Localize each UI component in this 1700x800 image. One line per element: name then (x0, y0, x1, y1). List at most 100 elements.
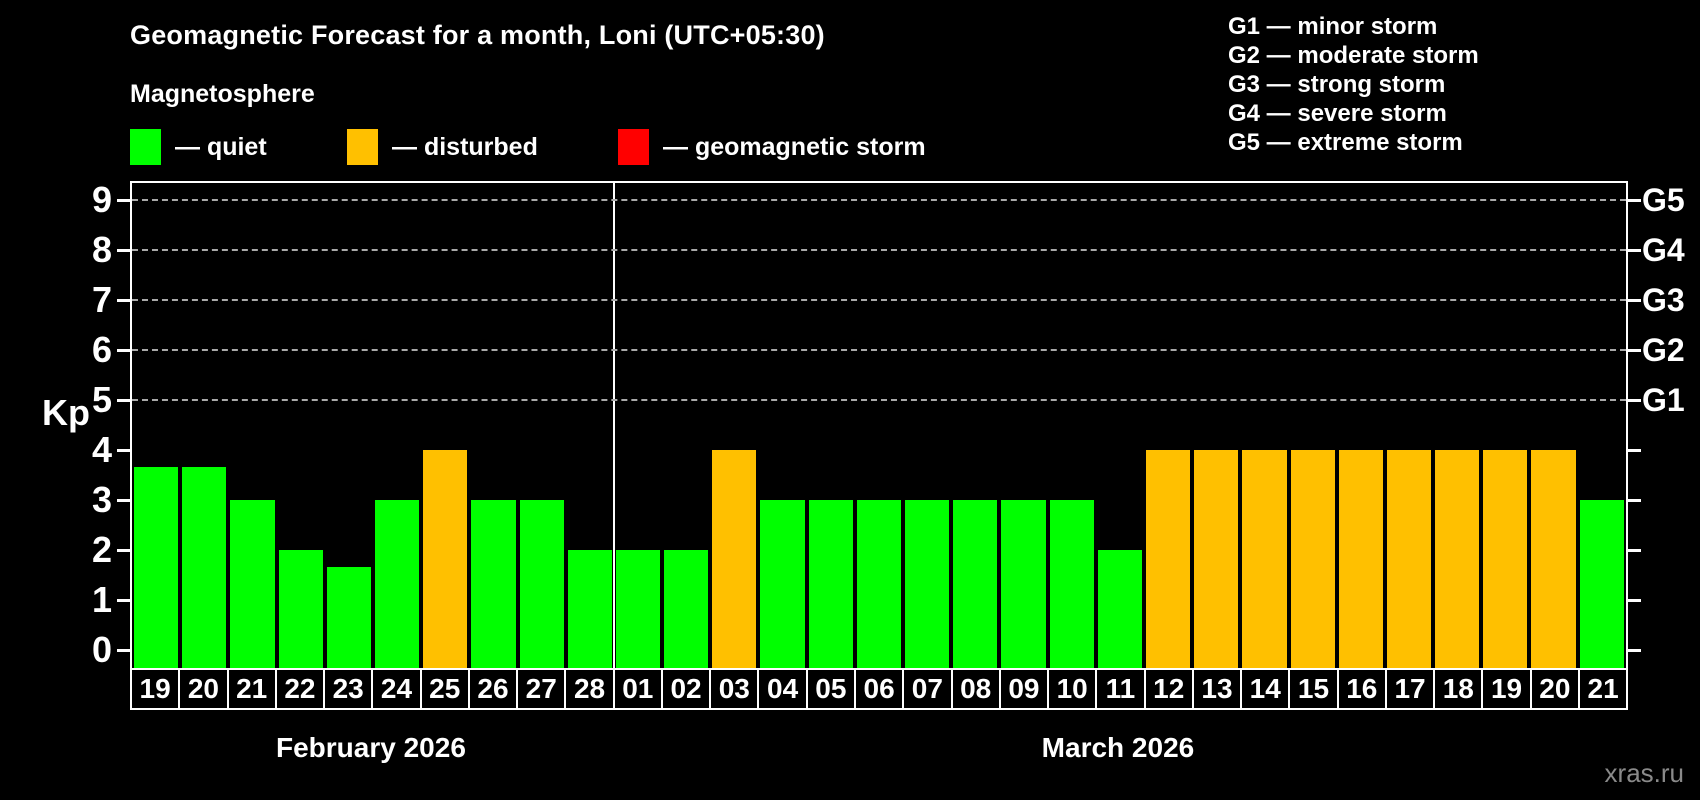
kp-bar-mar-12 (1145, 450, 1191, 668)
bar-slot-mar-03 (710, 183, 758, 668)
y-axis-title: Kp (42, 392, 90, 433)
bar-slot-feb-28 (566, 183, 614, 668)
y-tick-label-6: 6 (91, 329, 112, 370)
y-tick-left-9 (117, 199, 130, 202)
kp-bar-feb-26 (471, 500, 516, 668)
g-scale-legend: G1 — minor storm G2 — moderate storm G3 … (1228, 12, 1479, 157)
bar-slot-mar-10 (1048, 183, 1096, 668)
day-label-feb-21: 21 (226, 668, 277, 710)
kp-bar-mar-08 (953, 500, 998, 668)
day-label-mar-18: 18 (1433, 668, 1484, 710)
day-label-feb-22: 22 (274, 668, 326, 710)
y-tick-left-3 (117, 499, 130, 502)
g4-legend-line: G4 — severe storm (1228, 100, 1447, 127)
y-tick-right-4 (1628, 449, 1641, 452)
kp-bar-feb-19 (134, 466, 179, 668)
bars-container (132, 183, 1626, 668)
bar-slot-mar-12 (1144, 183, 1192, 668)
y-tick-left-1 (117, 599, 130, 602)
y-tick-left-6 (117, 349, 130, 352)
plot-inner (132, 183, 1626, 668)
kp-bar-mar-09 (1001, 500, 1046, 668)
month-separator-line (612, 183, 615, 668)
day-label-feb-25: 25 (419, 668, 470, 710)
day-label-mar-11: 11 (1095, 668, 1146, 710)
day-label-mar-07: 07 (902, 668, 953, 710)
day-label-feb-20: 20 (178, 668, 229, 710)
kp-bar-mar-13 (1194, 450, 1239, 668)
day-label-mar-10: 10 (1047, 668, 1098, 710)
day-label-mar-12: 12 (1143, 668, 1194, 710)
disturbed-color-swatch (347, 129, 378, 165)
legend-item-disturbed: — disturbed (347, 128, 538, 166)
g-scale-label-g2: G2 (1642, 332, 1685, 368)
g-scale-label-g4: G4 (1642, 232, 1685, 268)
g1-legend-line: G1 — minor storm (1228, 13, 1438, 40)
y-tick-left-2 (117, 549, 130, 552)
kp-bar-mar-06 (856, 500, 901, 668)
y-tick-left-8 (117, 249, 130, 252)
kp-bar-mar-20 (1531, 450, 1576, 668)
kp-bar-mar-17 (1386, 450, 1432, 668)
bar-slot-feb-26 (469, 183, 517, 668)
bar-slot-feb-27 (518, 183, 566, 668)
kp-bar-mar-05 (808, 500, 853, 668)
y-tick-right-3 (1628, 499, 1641, 502)
bar-slot-feb-25 (421, 183, 469, 668)
gridline-kp6 (132, 349, 1626, 351)
day-label-mar-16: 16 (1336, 668, 1387, 710)
kp-bar-mar-10 (1049, 500, 1094, 668)
bar-slot-mar-02 (662, 183, 710, 668)
storm-color-swatch (618, 129, 649, 165)
gridline-kp8 (132, 249, 1626, 251)
kp-bar-feb-20 (182, 466, 227, 668)
kp-bar-mar-19 (1483, 450, 1528, 668)
y-tick-label-8: 8 (91, 229, 112, 270)
y-tick-right-9 (1628, 199, 1641, 202)
bar-slot-mar-20 (1529, 183, 1577, 668)
day-label-feb-28: 28 (564, 668, 615, 710)
y-tick-left-4 (117, 449, 130, 452)
bar-slot-mar-18 (1433, 183, 1481, 668)
plot-area (130, 181, 1628, 670)
bar-slot-mar-14 (1240, 183, 1288, 668)
disturbed-label: — disturbed (392, 132, 538, 161)
bar-slot-feb-21 (228, 183, 276, 668)
day-label-mar-17: 17 (1384, 668, 1436, 710)
kp-bar-feb-27 (519, 500, 564, 668)
y-tick-right-6 (1628, 349, 1641, 352)
day-label-feb-24: 24 (371, 668, 422, 710)
y-tick-label-1: 1 (91, 579, 112, 620)
bar-slot-mar-06 (855, 183, 903, 668)
day-label-mar-13: 13 (1191, 668, 1243, 710)
kp-bar-mar-16 (1338, 450, 1383, 668)
y-tick-left-5 (117, 399, 130, 402)
bar-slot-mar-01 (614, 183, 662, 668)
bar-slot-mar-09 (999, 183, 1047, 668)
bar-slot-mar-04 (758, 183, 806, 668)
day-label-mar-05: 05 (805, 668, 856, 710)
day-label-mar-21: 21 (1577, 668, 1629, 710)
bar-slot-mar-21 (1578, 183, 1626, 668)
bar-slot-mar-13 (1192, 183, 1240, 668)
gridline-kp9 (132, 199, 1626, 201)
bar-slot-feb-24 (373, 183, 421, 668)
bar-slot-feb-20 (180, 183, 228, 668)
y-tick-label-7: 7 (91, 279, 112, 320)
watermark: xras.ru (1604, 758, 1684, 788)
month-label-0: February 2026 (276, 732, 466, 763)
y-tick-label-0: 0 (91, 629, 112, 670)
kp-bar-feb-21 (230, 500, 275, 668)
kp-bar-feb-24 (374, 500, 420, 668)
kp-bar-mar-07 (905, 500, 950, 668)
y-tick-right-2 (1628, 549, 1641, 552)
bar-slot-mar-08 (951, 183, 999, 668)
kp-bar-mar-21 (1579, 500, 1624, 668)
bar-slot-mar-11 (1096, 183, 1144, 668)
y-tick-label-5: 5 (91, 379, 112, 420)
bar-slot-feb-19 (132, 183, 180, 668)
bar-slot-feb-22 (277, 183, 325, 668)
month-label-1: March 2026 (1041, 732, 1195, 763)
y-tick-label-3: 3 (91, 479, 112, 520)
